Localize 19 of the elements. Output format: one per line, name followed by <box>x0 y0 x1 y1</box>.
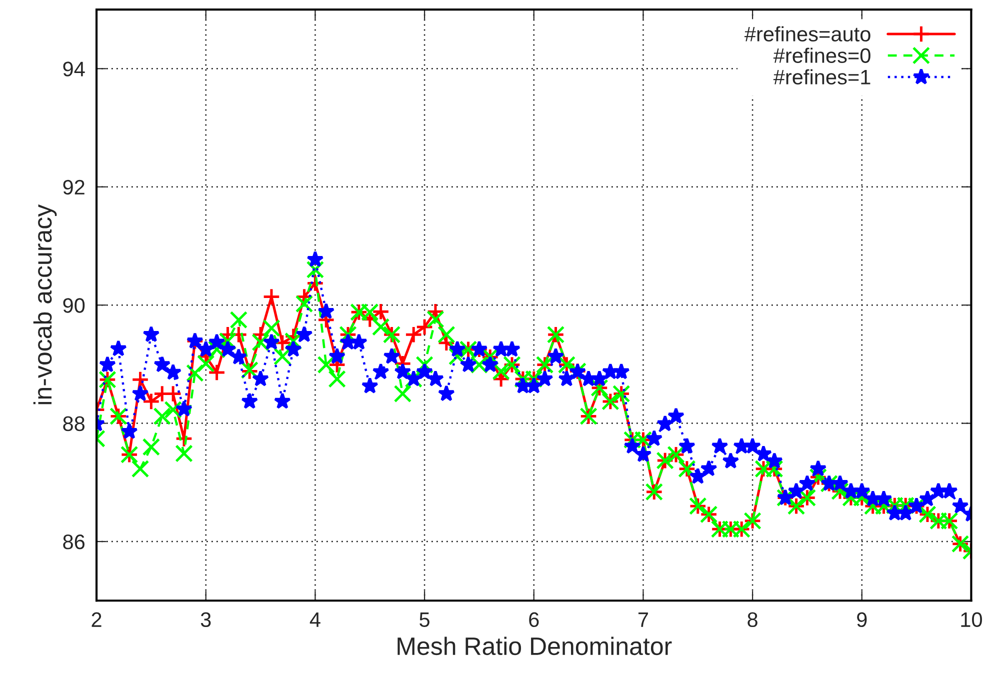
x-tick-label: 10 <box>961 612 982 628</box>
x-tick-label: 9 <box>857 612 867 628</box>
y-tick-label: 90 <box>63 298 85 313</box>
x-tick-label: 7 <box>638 612 648 627</box>
y-tick-label: 86 <box>63 534 85 550</box>
legend-label: #refines=auto <box>744 26 870 42</box>
x-axis-title: Mesh Ratio Denominator <box>398 636 672 656</box>
x-tick-label: 2 <box>92 612 102 627</box>
legend-label: #refines=1 <box>773 69 870 85</box>
y-axis-title: in-vocab accuracy <box>33 204 57 404</box>
x-tick-label: 4 <box>310 612 320 627</box>
y-tick-label: 92 <box>63 180 84 195</box>
x-tick-label: 3 <box>200 612 211 628</box>
x-tick-label: 5 <box>420 612 430 628</box>
x-tick-label: 6 <box>529 612 539 628</box>
y-tick-label: 94 <box>63 62 85 76</box>
y-tick-label: 88 <box>63 416 85 432</box>
x-tick-label: 8 <box>748 612 758 628</box>
legend-label: #refines=0 <box>773 48 870 64</box>
